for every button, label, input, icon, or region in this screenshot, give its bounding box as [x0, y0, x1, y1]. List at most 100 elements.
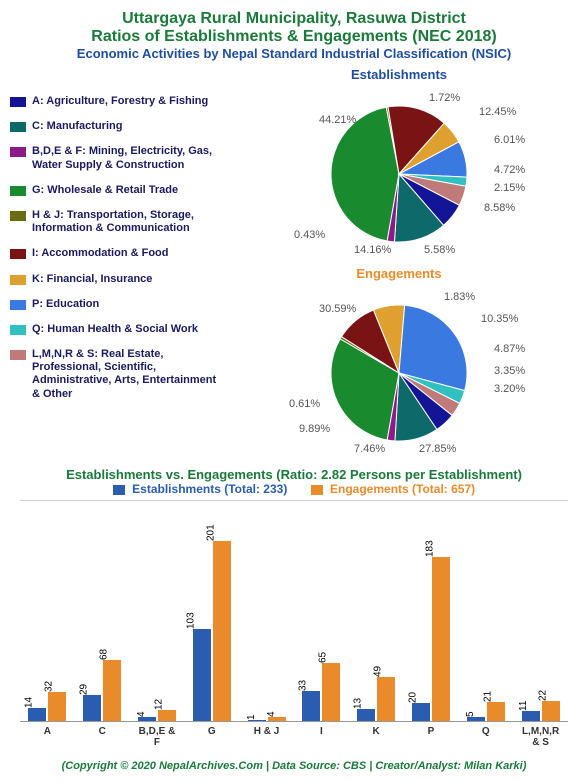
- bar-value-label: 4: [266, 712, 277, 718]
- bar-group: 1122: [522, 701, 560, 721]
- subtitle: Economic Activities by Nepal Standard In…: [10, 46, 578, 61]
- bar-value-label: 22: [537, 690, 548, 701]
- bar-value-label: 68: [99, 649, 110, 660]
- bar-est: 5: [467, 717, 485, 721]
- legend-swatch: [10, 211, 26, 221]
- bar-est: 11: [522, 711, 540, 721]
- xaxis-label: A: [27, 726, 67, 748]
- bar-est: 1: [248, 720, 266, 721]
- bar-legend: Establishments (Total: 233) Engagements …: [10, 482, 578, 496]
- bar-value-label: 29: [79, 684, 90, 695]
- pie-chart-establishments: 44.21%1.72%12.45%6.01%4.72%2.15%8.58%5.5…: [259, 84, 539, 264]
- legend-label: P: Education: [32, 298, 99, 311]
- bar-group: 14: [248, 717, 286, 721]
- bar-group: 4 12: [138, 710, 176, 721]
- legend-label: K: Financial, Insurance: [32, 273, 152, 286]
- page-title-1: Uttargaya Rural Municipality, Rasuwa Dis…: [10, 10, 578, 28]
- pie-column: Establishments 44.21%1.72%12.45%6.01%4.7…: [220, 65, 578, 463]
- category-legend: A: Agriculture, Forestry & Fishing C: Man…: [10, 65, 220, 463]
- legend-item: L,M,N,R & S: Real Estate, Professional, …: [10, 348, 220, 401]
- bar-group: 103201: [193, 541, 231, 721]
- bar-eng: 68: [103, 660, 121, 721]
- legend-swatch: [10, 122, 26, 132]
- pie-slice-label: 9.89%: [299, 423, 330, 435]
- bar-eng: 201: [213, 541, 231, 721]
- xaxis-label: P: [411, 726, 451, 748]
- pie-slice-label: 44.21%: [319, 114, 356, 126]
- bar-eng: 183: [432, 557, 450, 721]
- pie-slice-label: 4.72%: [494, 164, 525, 176]
- legend-label: L,M,N,R & S: Real Estate, Professional, …: [32, 348, 220, 401]
- bar-value-label: 49: [373, 666, 384, 677]
- xaxis-label: B,D,E & F: [137, 726, 177, 748]
- bar-group: 1349: [357, 677, 395, 721]
- legend-swatch: [10, 275, 26, 285]
- bar-eng: 12: [158, 710, 176, 721]
- bar-est: 13: [357, 709, 375, 721]
- legend-swatch: [10, 186, 26, 196]
- pie-slice-label: 5.58%: [424, 244, 455, 256]
- bar-value-label: 1: [246, 715, 257, 721]
- bar-est: 14: [28, 708, 46, 721]
- pie-slice-label: 30.59%: [319, 303, 356, 315]
- bar-value-label: 183: [425, 540, 436, 557]
- pie-chart-engagements: 30.59%1.83%10.35%4.87%3.35%3.20%27.85%7.…: [259, 283, 539, 463]
- pie-slice-label: 4.87%: [494, 343, 525, 355]
- xaxis-label: K: [356, 726, 396, 748]
- bar-value-label: 201: [205, 524, 216, 541]
- bar-value-label: 11: [517, 701, 528, 711]
- bar-legend-label-eng: Engagements (Total: 657): [330, 482, 475, 496]
- legend-item: P: Education: [10, 298, 220, 311]
- bar-group: 2968: [83, 660, 121, 721]
- pie-slice-label: 12.45%: [479, 106, 516, 118]
- legend-label: A: Agriculture, Forestry & Fishing: [32, 95, 208, 108]
- bar-chart: 143229684121032011433651349201835211122: [20, 500, 568, 722]
- xaxis-label: C: [82, 726, 122, 748]
- bar-est: 103: [193, 629, 211, 721]
- legend-swatch: [10, 350, 26, 360]
- legend-item: H & J: Transportation, Storage, Informat…: [10, 209, 220, 235]
- bar-eng: 49: [377, 677, 395, 721]
- bar-legend-eng: Engagements (Total: 657): [311, 482, 475, 496]
- xaxis-label: L,M,N,R & S: [521, 726, 561, 748]
- legend-item: I: Accommodation & Food: [10, 247, 220, 260]
- legend-swatch: [10, 325, 26, 335]
- pie-slice-label: 8.58%: [484, 202, 515, 214]
- bar-value-label: 14: [24, 697, 35, 708]
- bar-group: 521: [467, 702, 505, 721]
- bar-est: 29: [83, 695, 101, 721]
- bar-eng: 32: [48, 692, 66, 721]
- pie-title-establishments: Establishments: [351, 67, 447, 82]
- pie-slice-label: 14.16%: [354, 244, 391, 256]
- legend-label: I: Accommodation & Food: [32, 247, 168, 260]
- pie-slice-label: 27.85%: [419, 443, 456, 455]
- bar-legend-label-est: Establishments (Total: 233): [132, 482, 287, 496]
- bar-eng: 4: [268, 717, 286, 721]
- pie-slice-label: 10.35%: [481, 313, 518, 325]
- pie-slice-label: 2.15%: [494, 182, 525, 194]
- xaxis-label: G: [192, 726, 232, 748]
- bar-group: 1432: [28, 692, 66, 721]
- bar-value-label: 65: [318, 652, 329, 663]
- legend-item: A: Agriculture, Forestry & Fishing: [10, 95, 220, 108]
- bar-est: 33: [302, 691, 320, 721]
- pie-title-engagements: Engagements: [356, 266, 441, 281]
- legend-label: H & J: Transportation, Storage, Informat…: [32, 209, 220, 235]
- bar-value-label: 4: [136, 712, 147, 718]
- legend-item: G: Wholesale & Retail Trade: [10, 184, 220, 197]
- bar-eng: 21: [487, 702, 505, 721]
- pie-slice-label: 1.83%: [444, 291, 475, 303]
- bar-legend-swatch-eng: [311, 485, 323, 495]
- bar-chart-title: Establishments vs. Engagements (Ratio: 2…: [10, 467, 578, 482]
- bar-area: 143229684121032011433651349201835211122: [20, 501, 568, 721]
- legend-swatch: [10, 147, 26, 157]
- footer-copyright: (Copyright © 2020 NepalArchives.Com | Da…: [10, 760, 578, 772]
- pie-slice-label: 0.61%: [289, 398, 320, 410]
- legend-swatch: [10, 97, 26, 107]
- legend-label: C: Manufacturing: [32, 120, 122, 133]
- legend-label: B,D,E & F: Mining, Electricity, Gas, Wat…: [32, 145, 220, 171]
- bar-value-label: 5: [465, 711, 476, 717]
- page-title-2: Ratios of Establishments & Engagements (…: [10, 28, 578, 46]
- legend-item: C: Manufacturing: [10, 120, 220, 133]
- xaxis-label: H & J: [247, 726, 287, 748]
